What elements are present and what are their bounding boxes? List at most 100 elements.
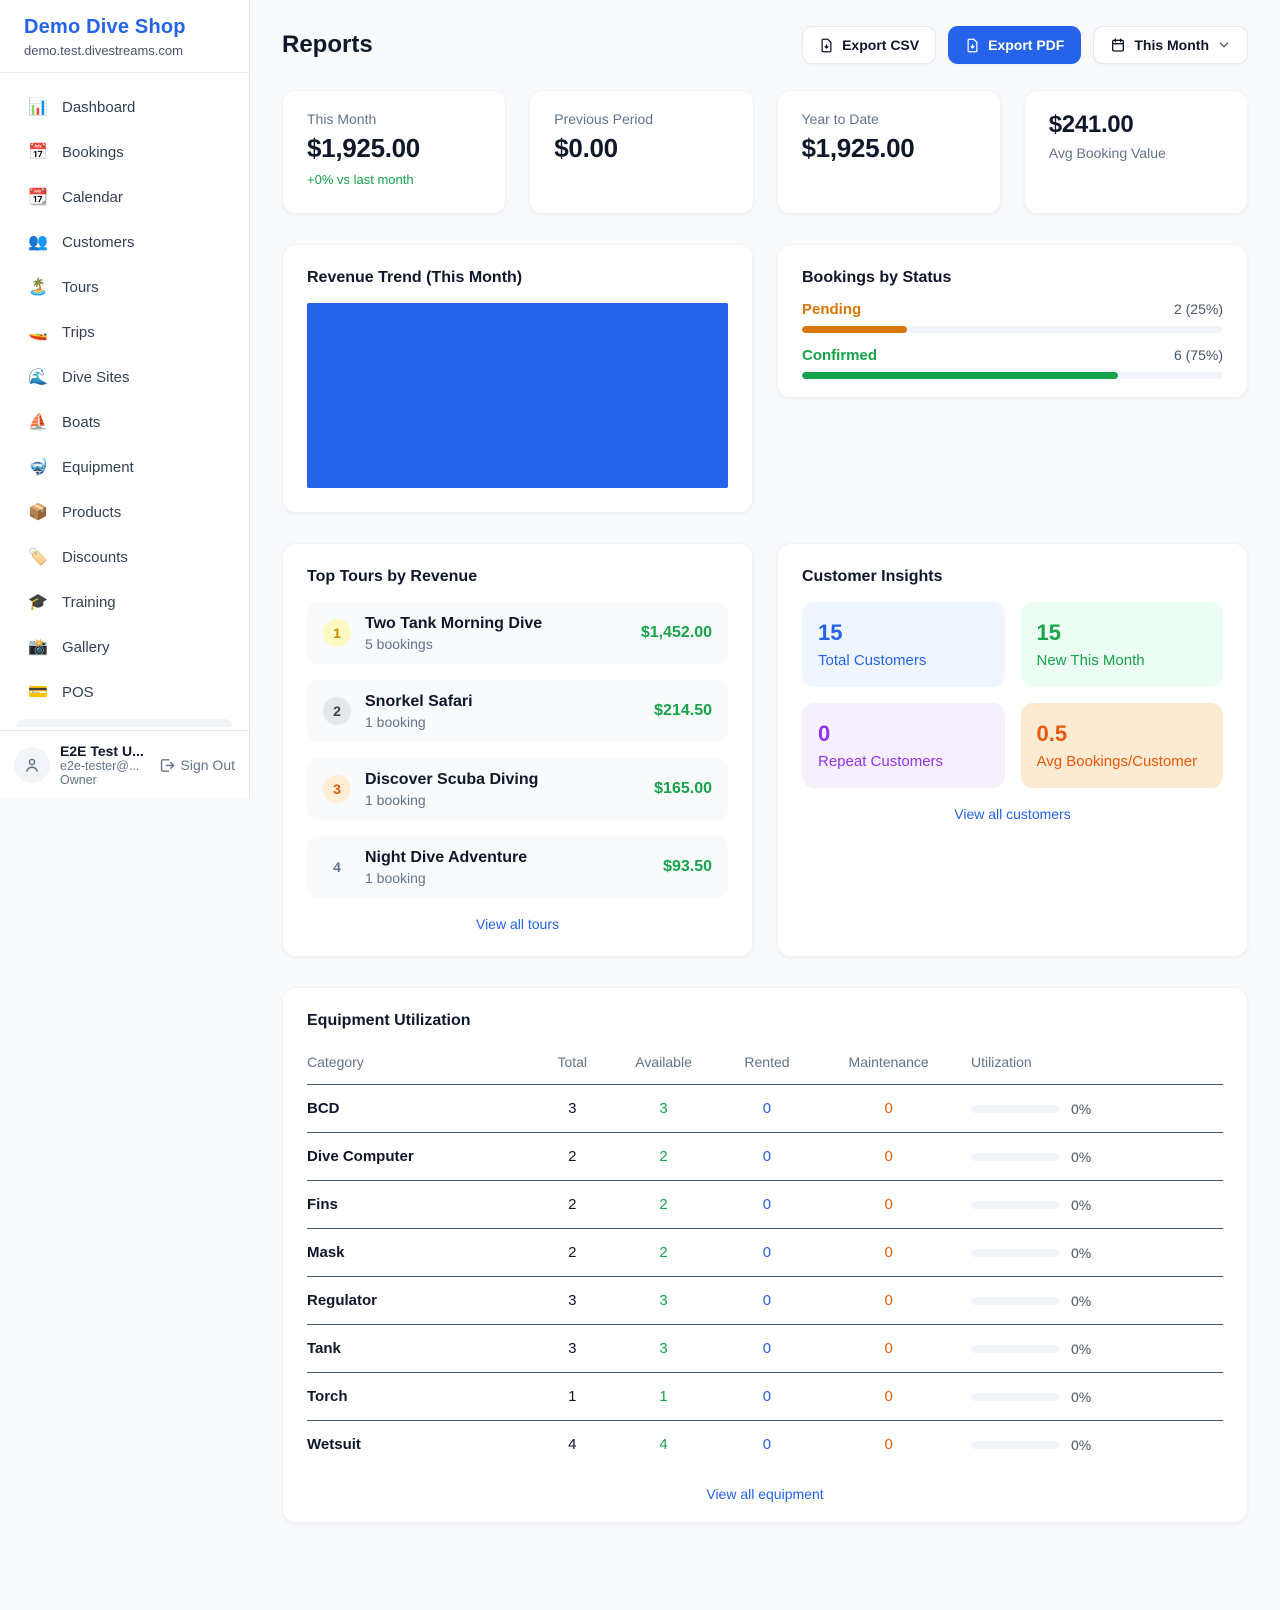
- table-row: Regulator 3 3 0 0 0%: [307, 1276, 1223, 1325]
- export-pdf-button[interactable]: Export PDF: [948, 26, 1082, 64]
- sidebar-item-customers[interactable]: 👥 Customers: [16, 224, 233, 260]
- cell-category: BCD: [307, 1084, 537, 1133]
- sidebar-item-equipment[interactable]: 🤿 Equipment: [16, 449, 233, 485]
- tour-revenue: $214.50: [654, 702, 712, 719]
- sidebar-item-dashboard[interactable]: 📊 Dashboard: [16, 89, 233, 125]
- equipment-header-row: Category Total Available Rented Maintena…: [307, 1044, 1223, 1085]
- cell-maintenance: 0: [814, 1276, 963, 1325]
- island-icon: 🏝️: [28, 279, 48, 296]
- sidebar-item-training[interactable]: 🎓 Training: [16, 584, 233, 620]
- sidebar-item-discounts[interactable]: 🏷️ Discounts: [16, 539, 233, 575]
- cell-available: 1: [607, 1372, 720, 1421]
- brand-block: Demo Dive Shop demo.test.divestreams.com: [0, 0, 249, 73]
- table-row: Torch 1 1 0 0 0%: [307, 1372, 1223, 1421]
- view-all-customers-link[interactable]: View all customers: [954, 806, 1071, 822]
- sidebar-item-label: Tours: [62, 278, 99, 296]
- cell-category: Torch: [307, 1372, 537, 1421]
- rank-badge: 2: [323, 697, 351, 725]
- view-all-tours-link[interactable]: View all tours: [475, 916, 559, 932]
- utilization-bar: [971, 1200, 1059, 1209]
- utilization-percent: 0%: [1071, 1148, 1092, 1165]
- cell-rented: 0: [762, 1436, 772, 1453]
- sidebar-item-label: Training: [62, 593, 116, 611]
- customer-insights-title: Customer Insights: [802, 568, 943, 585]
- status-bar-fill: [802, 326, 908, 333]
- camera-icon: 📸: [28, 639, 48, 656]
- status-bar-fill: [802, 372, 1118, 379]
- table-row: Wetsuit 4 4 0 0 0%: [307, 1421, 1223, 1469]
- cell-maintenance: 0: [814, 1228, 963, 1277]
- cell-total: 3: [537, 1084, 608, 1133]
- sidebar-item-tours[interactable]: 🏝️ Tours: [16, 269, 233, 305]
- sidebar-item-bookings[interactable]: 📅 Bookings: [16, 134, 233, 170]
- utilization-percent: 0%: [1071, 1100, 1092, 1117]
- column-header: Total: [537, 1044, 608, 1085]
- chevron-down-icon: [1219, 42, 1229, 48]
- cell-utilization: 0%: [963, 1421, 1223, 1469]
- cell-total: 2: [537, 1132, 608, 1181]
- cell-rented: 0: [719, 1132, 815, 1181]
- header-actions: Export CSV Export PDF This Month: [802, 26, 1248, 64]
- sidebar-item-pos[interactable]: 💳 POS: [16, 674, 233, 710]
- wave-icon: 🌊: [28, 369, 48, 386]
- tour-bookings: 1 booking: [365, 869, 426, 886]
- period-dropdown[interactable]: This Month: [1093, 26, 1248, 64]
- utilization-percent: 0%: [1071, 1244, 1092, 1261]
- utilization-percent: 0%: [1071, 1436, 1092, 1453]
- cell-category: Tank: [307, 1324, 537, 1373]
- cell-utilization: 0%: [963, 1084, 1223, 1133]
- cell-maintenance: 0: [814, 1084, 963, 1133]
- tour-revenue: $1,452.00: [640, 624, 712, 641]
- cell-rented: 0: [719, 1180, 815, 1229]
- cell-rented: 0: [719, 1084, 815, 1133]
- sidebar-item-label: Customers: [62, 233, 135, 251]
- insight-value: 0: [818, 721, 831, 746]
- cell-maintenance: 0: [814, 1372, 963, 1421]
- tour-bookings: 1 booking: [365, 791, 426, 808]
- dashboard-icon: 📊: [28, 99, 48, 116]
- cell-maintenance: 0: [814, 1180, 963, 1229]
- stat-label: Avg Booking Value: [1048, 145, 1166, 161]
- stat-value: $0.00: [554, 133, 618, 163]
- sidebar-item-calendar[interactable]: 📆 Calendar: [16, 179, 233, 215]
- insight-label: New This Month: [1036, 652, 1145, 669]
- equipment-utilization-title: Equipment Utilization: [307, 1012, 471, 1029]
- brand-name: Demo Dive Shop: [24, 16, 186, 38]
- utilization-bar: [971, 1344, 1059, 1353]
- tour-list-item: 4 Night Dive Adventure 1 booking $93.50: [307, 836, 728, 898]
- column-header: Available: [607, 1044, 720, 1085]
- status-row-pending: Pending 2 (25%): [802, 301, 1223, 333]
- sidebar-item-partial-highlight[interactable]: [16, 719, 233, 727]
- user-name: E2E Test U...: [60, 743, 144, 759]
- diving-mask-icon: 🤿: [28, 459, 48, 476]
- sign-out-button[interactable]: Sign Out: [158, 757, 235, 774]
- cell-total: 2: [537, 1180, 608, 1229]
- insight-tile-repeat-customers: 0 Repeat Customers: [802, 703, 1005, 788]
- sidebar-item-dive-sites[interactable]: 🌊 Dive Sites: [16, 359, 233, 395]
- export-csv-button[interactable]: Export CSV: [802, 26, 937, 64]
- stat-card-previous-period: Previous Period $0.00: [529, 90, 754, 214]
- cell-rented: 0: [719, 1372, 815, 1421]
- sidebar-item-label: Boats: [62, 413, 101, 431]
- charts-row: Revenue Trend (This Month) Bookings by S…: [282, 244, 1248, 513]
- status-bar-track: [802, 372, 1223, 379]
- sidebar-item-label: Equipment: [62, 458, 134, 476]
- user-panel: E2E Test U... e2e-tester@... Owner Sign …: [0, 730, 249, 799]
- sidebar-item-gallery[interactable]: 📸 Gallery: [16, 629, 233, 665]
- table-row: Fins 2 2 0 0 0%: [307, 1180, 1223, 1229]
- tour-list-item: 3 Discover Scuba Diving 1 booking $165.0…: [307, 758, 728, 820]
- lists-row: Top Tours by Revenue 1 Two Tank Morning …: [282, 543, 1248, 957]
- sidebar-item-trips[interactable]: 🚤 Trips: [16, 314, 233, 350]
- sidebar-item-boats[interactable]: ⛵ Boats: [16, 404, 233, 440]
- view-all-equipment-link[interactable]: View all equipment: [706, 1486, 824, 1502]
- top-tours-card: Top Tours by Revenue 1 Two Tank Morning …: [282, 543, 753, 957]
- insight-label: Total Customers: [818, 652, 927, 669]
- stat-card-this-month: This Month $1,925.00 +0% vs last month: [282, 90, 507, 214]
- sidebar-item-products[interactable]: 📦 Products: [16, 494, 233, 530]
- brand-domain: demo.test.divestreams.com: [24, 43, 183, 58]
- utilization-bar: [971, 1392, 1059, 1401]
- file-download-icon: [821, 38, 832, 52]
- sign-out-label: Sign Out: [180, 757, 235, 773]
- status-label: Confirmed: [802, 347, 877, 364]
- cell-category: Dive Computer: [307, 1132, 537, 1181]
